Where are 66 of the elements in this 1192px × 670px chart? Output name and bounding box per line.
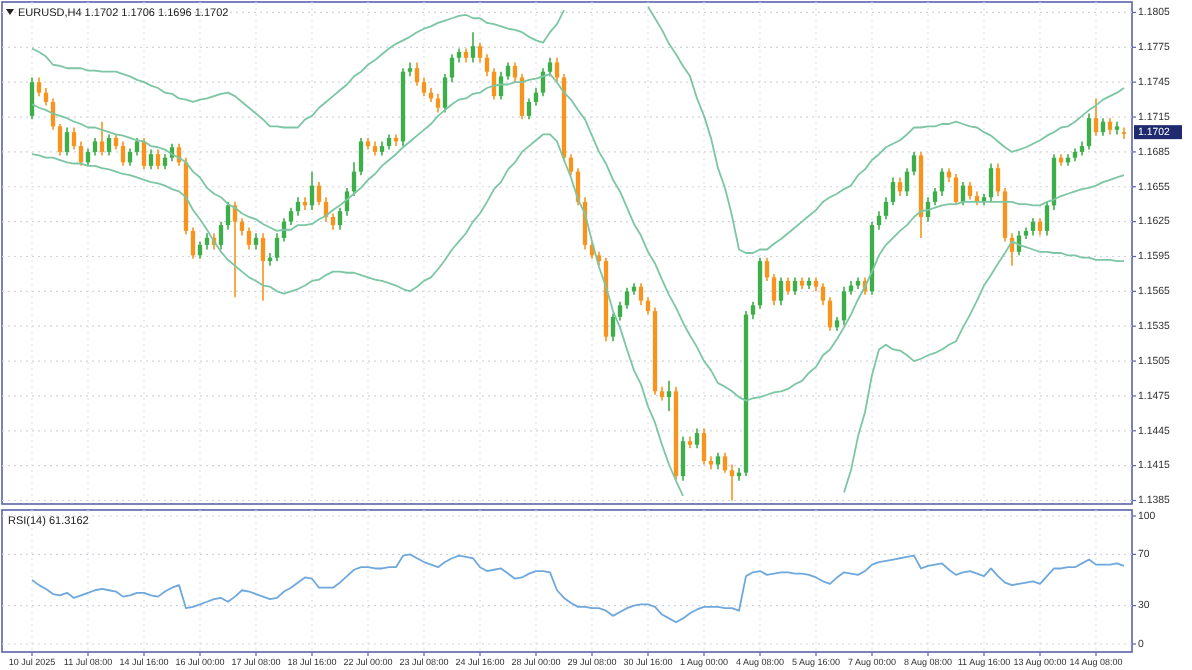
candlestick — [526, 97, 532, 121]
candlestick — [638, 282, 644, 307]
candlestick — [358, 137, 364, 176]
candlestick — [953, 173, 959, 207]
candlestick — [120, 140, 126, 167]
candlestick — [512, 61, 518, 83]
candlestick — [617, 301, 623, 322]
candlestick — [99, 120, 105, 157]
candlestick — [778, 276, 784, 307]
candlestick — [57, 123, 63, 157]
candlestick — [827, 296, 833, 332]
candlestick — [610, 312, 616, 343]
candlestick — [666, 380, 672, 412]
candlestick — [1093, 97, 1099, 137]
candlestick — [148, 148, 154, 171]
candlestick — [568, 153, 574, 176]
candlestick — [995, 162, 1001, 197]
candlestick — [64, 126, 70, 157]
line-series — [31, 73, 1125, 402]
candlestick — [722, 452, 728, 474]
candlestick — [764, 256, 770, 282]
candlestick — [841, 285, 847, 326]
candlestick — [260, 232, 266, 302]
candlestick — [694, 427, 700, 450]
line-series — [31, 553, 1125, 624]
candlestick — [274, 232, 280, 262]
candlestick — [624, 287, 630, 310]
candlestick — [106, 133, 112, 157]
candlestick — [680, 435, 686, 482]
candlestick — [435, 93, 441, 114]
candlestick — [757, 256, 763, 310]
candlestick — [316, 181, 322, 207]
candlestick — [883, 196, 889, 221]
candlestick — [225, 201, 231, 231]
candlestick — [1044, 201, 1050, 237]
candlestick — [897, 176, 903, 197]
candlestick — [449, 53, 455, 83]
candlestick — [246, 226, 252, 251]
candlestick — [295, 196, 301, 217]
candlestick — [1086, 112, 1092, 151]
candlestick — [337, 206, 343, 231]
candlestick — [771, 273, 777, 307]
candlestick — [190, 226, 196, 260]
candlestick — [484, 53, 490, 78]
candlestick — [701, 427, 707, 466]
candlestick — [820, 282, 826, 307]
candlestick — [890, 176, 896, 207]
candlestick — [442, 73, 448, 114]
candlestick — [547, 56, 553, 78]
candlestick — [407, 61, 413, 78]
candlestick — [155, 148, 161, 171]
candlestick — [29, 76, 35, 121]
candlestick — [988, 162, 994, 203]
candlestick — [414, 61, 420, 87]
candlestick — [218, 220, 224, 251]
candlestick — [36, 76, 42, 97]
candlestick — [911, 151, 917, 176]
candlestick — [421, 76, 427, 97]
candlestick — [729, 463, 735, 502]
candlestick — [71, 126, 77, 151]
candlestick — [554, 56, 560, 83]
candlestick — [78, 140, 84, 167]
candlestick — [1121, 126, 1127, 140]
candlestick — [876, 210, 882, 231]
candlestick — [477, 41, 483, 64]
candlestick — [470, 31, 476, 64]
